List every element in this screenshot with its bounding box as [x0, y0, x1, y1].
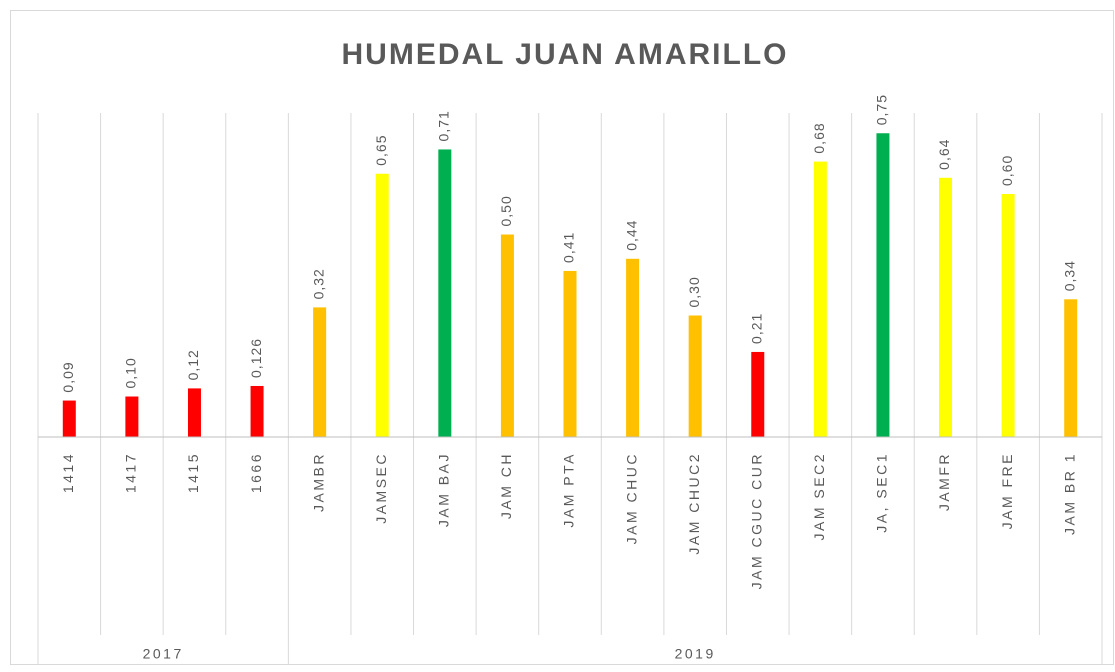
- x-tick-label: JAM BAJ: [436, 452, 452, 527]
- x-tick-label: 1666: [248, 452, 264, 493]
- bar: [626, 258, 640, 437]
- value-label: 0,41: [561, 232, 577, 263]
- x-tick-label: 1417: [123, 452, 139, 493]
- x-tick-label: JAM CHUC2: [686, 452, 702, 555]
- x-tick-label: JAM FRE: [999, 452, 1015, 529]
- x-tick-label: JAM PTA: [561, 452, 577, 528]
- group-label: 2017: [143, 646, 184, 662]
- value-label: 0,50: [498, 195, 514, 226]
- bar: [500, 234, 514, 437]
- bar: [1064, 299, 1078, 437]
- bar: [438, 149, 452, 437]
- x-tick-label: JAMBR: [310, 452, 326, 512]
- value-label: 0,10: [123, 357, 139, 388]
- x-tick-label: JAM CHUC: [623, 452, 639, 544]
- bar: [563, 270, 577, 437]
- value-label: 0,12: [185, 349, 201, 380]
- value-label: 0,71: [436, 110, 452, 141]
- value-label: 0,21: [748, 313, 764, 344]
- bar: [62, 400, 76, 437]
- value-label: 0,126: [248, 338, 264, 378]
- x-tick-label: JAMSEC: [373, 452, 389, 524]
- chart-title: HUMEDAL JUAN AMARILLO: [342, 38, 789, 71]
- value-label: 0,65: [373, 135, 389, 166]
- value-label: 0,60: [999, 155, 1015, 186]
- x-tick-label: JAMFR: [936, 452, 952, 511]
- value-label: 0,68: [811, 122, 827, 153]
- bar: [876, 133, 890, 437]
- bar: [187, 388, 201, 437]
- group-label: 2019: [675, 646, 716, 662]
- bar: [125, 396, 139, 437]
- x-tick-label: 1415: [185, 452, 201, 493]
- bar: [813, 161, 827, 437]
- value-label: 0,09: [60, 361, 76, 392]
- bar: [313, 307, 327, 437]
- chart-frame: [10, 10, 1114, 665]
- value-label: 0,32: [310, 268, 326, 299]
- bar: [751, 351, 765, 437]
- value-label: 0,64: [936, 139, 952, 170]
- bar: [375, 173, 389, 437]
- x-tick-label: 1414: [60, 452, 76, 493]
- x-tick-label: JA, SEC1: [874, 452, 890, 533]
- value-label: 0,75: [874, 94, 890, 125]
- value-label: 0,30: [686, 276, 702, 307]
- x-tick-label: JAM CH: [498, 452, 514, 519]
- x-tick-label: JAM CGUC CUR: [748, 452, 764, 589]
- x-tick-label: JAM SEC2: [811, 452, 827, 540]
- value-label: 0,34: [1061, 260, 1077, 291]
- x-tick-label: JAM BR 1: [1061, 452, 1077, 535]
- bar: [250, 385, 264, 437]
- bar: [688, 315, 702, 437]
- bar: [939, 177, 953, 438]
- bar: [1001, 194, 1015, 437]
- value-label: 0,44: [623, 220, 639, 251]
